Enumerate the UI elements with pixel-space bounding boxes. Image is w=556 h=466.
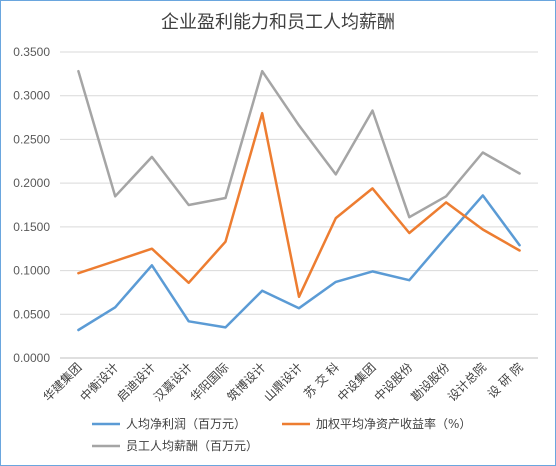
y-tick-label: 0.3500 xyxy=(13,45,50,59)
chart-title: 企业盈利能力和员工人均薪酬 xyxy=(161,12,395,33)
x-category-label: 华建集团 xyxy=(40,360,85,405)
y-tick-label: 0.0000 xyxy=(13,351,50,365)
x-category-label: 设 研 院 xyxy=(485,360,526,401)
y-tick-label: 0.2500 xyxy=(13,132,50,146)
gridlines xyxy=(60,51,538,359)
legend-label: 人均净利润（百万元） xyxy=(126,417,246,431)
legend-label: 员工人均薪酬（百万元） xyxy=(126,439,258,453)
x-category-label: 设计总院 xyxy=(445,360,489,404)
legend: 人均净利润（百万元） 加权平均净资产收益率（%） 员工人均薪酬（百万元） xyxy=(92,416,471,453)
x-category-label: 华阳国际 xyxy=(188,360,232,404)
legend-label: 加权平均净资产收益率（%） xyxy=(316,416,471,431)
y-tick-label: 0.3000 xyxy=(13,89,50,103)
y-tick-label: 0.1000 xyxy=(13,264,50,278)
x-category-label: 筑博设计 xyxy=(224,360,269,405)
y-tick-label: 0.0500 xyxy=(13,307,50,321)
x-category-label: 山鼎设计 xyxy=(261,360,305,404)
series-lines xyxy=(77,69,521,332)
x-category-label: 汉嘉设计 xyxy=(151,360,195,404)
series-line-1 xyxy=(77,111,521,299)
y-tick-label: 0.2000 xyxy=(13,176,50,190)
x-category-label: 中衡设计 xyxy=(77,360,122,405)
x-category-label: 启迪设计 xyxy=(114,360,158,404)
x-category-label: 中设集团 xyxy=(334,360,379,405)
x-category-label: 勘设股份 xyxy=(408,360,452,404)
x-category-label: 中设股份 xyxy=(371,360,416,405)
series-line-0 xyxy=(77,194,521,332)
y-tick-label: 0.1500 xyxy=(13,220,50,234)
y-axis-ticks: 0.0000 0.0500 0.1000 0.1500 0.2000 0.2500 0.30… xyxy=(13,45,50,365)
series-line-2 xyxy=(77,69,521,219)
